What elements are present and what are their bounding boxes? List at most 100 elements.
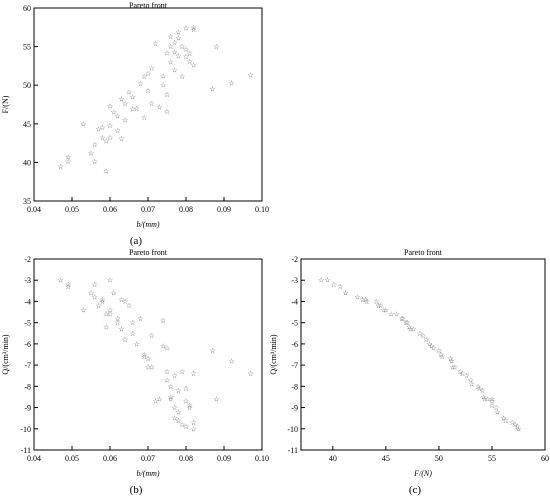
data-point: ☆ [65, 158, 71, 166]
data-point: ☆ [57, 163, 63, 171]
data-point: ☆ [209, 86, 215, 94]
y-tick-label: -9 [291, 404, 298, 413]
data-point: ☆ [459, 370, 465, 378]
data-point: ☆ [122, 100, 128, 108]
data-point: ☆ [160, 82, 166, 90]
data-point: ☆ [469, 381, 475, 389]
data-point: ☆ [363, 296, 369, 304]
data-point: ☆ [141, 353, 147, 361]
data-point: ☆ [149, 65, 155, 73]
y-tick-label: 40 [23, 158, 31, 167]
data-point: ☆ [160, 343, 166, 351]
data-point: ☆ [103, 167, 109, 175]
data-point: ☆ [114, 315, 120, 323]
data-point: ☆ [164, 49, 170, 57]
data-point: ☆ [92, 158, 98, 166]
panel-label-b: (b) [130, 484, 143, 496]
data-point: ☆ [156, 103, 162, 111]
data-point: ☆ [133, 340, 139, 348]
data-point: ☆ [514, 423, 520, 431]
data-point: ☆ [190, 425, 196, 433]
panel-label-c: (c) [409, 484, 422, 496]
x-axis-title-b: b/(mm) [136, 469, 159, 478]
data-point: ☆ [342, 289, 348, 297]
data-point: ☆ [457, 368, 463, 376]
data-point: ☆ [164, 376, 170, 384]
data-point: ☆ [65, 281, 71, 289]
y-tick-label: -4 [291, 297, 298, 306]
data-point: ☆ [179, 73, 185, 81]
data-point: ☆ [228, 79, 234, 87]
data-point: ☆ [168, 393, 174, 401]
data-point: ☆ [118, 326, 124, 334]
y-tick-label: -11 [21, 446, 31, 455]
data-point: ☆ [156, 396, 162, 404]
data-point: ☆ [179, 421, 185, 429]
data-point: ☆ [447, 355, 453, 363]
data-point: ☆ [337, 283, 343, 291]
x-axis-title-c: F/(N) [413, 469, 432, 478]
data-point: ☆ [183, 385, 189, 393]
chart-title-b: Pareto front [129, 248, 168, 257]
data-point: ☆ [171, 372, 177, 380]
y-tick-label: 60 [23, 4, 31, 13]
data-point: ☆ [480, 393, 486, 401]
data-point: ☆ [500, 415, 506, 423]
data-point: ☆ [107, 134, 113, 142]
data-point: ☆ [111, 289, 117, 297]
data-point: ☆ [190, 370, 196, 378]
data-point: ☆ [130, 330, 136, 338]
data-point: ☆ [399, 315, 405, 323]
data-point: ☆ [171, 415, 177, 423]
data-point: ☆ [95, 126, 101, 134]
chart-title-a: Pareto front [129, 1, 168, 10]
y-tick-label: -2 [291, 255, 298, 264]
data-point: ☆ [247, 72, 253, 80]
data-point: ☆ [175, 417, 181, 425]
data-point: ☆ [57, 277, 63, 285]
x-tick-label: 0.04 [27, 454, 41, 463]
x-tick-label: 40 [329, 454, 337, 463]
data-point: ☆ [122, 336, 128, 344]
data-point: ☆ [476, 385, 482, 393]
data-point: ☆ [489, 398, 495, 406]
data-point: ☆ [407, 326, 413, 334]
x-tick-label: 50 [435, 454, 443, 463]
data-point: ☆ [168, 59, 174, 67]
data-point: ☆ [122, 116, 128, 124]
data-point: ☆ [187, 50, 193, 58]
data-point: ☆ [171, 404, 177, 412]
data-point: ☆ [187, 58, 193, 66]
data-point: ☆ [406, 323, 412, 331]
y-tick-label: 45 [23, 120, 31, 129]
y-axis-title-a: F/(N) [1, 95, 10, 113]
data-point: ☆ [403, 319, 409, 327]
data-point: ☆ [65, 153, 71, 161]
data-point: ☆ [228, 357, 234, 365]
data-point: ☆ [107, 311, 113, 319]
data-point: ☆ [114, 113, 120, 121]
data-point: ☆ [160, 72, 166, 80]
x-tick-label: 0.08 [179, 454, 193, 463]
data-point: ☆ [420, 332, 426, 340]
data-point: ☆ [171, 39, 177, 47]
data-point: ☆ [92, 294, 98, 302]
data-point: ☆ [463, 372, 469, 380]
y-tick-label: 50 [23, 81, 31, 90]
data-point: ☆ [393, 311, 399, 319]
y-tick-label: -7 [24, 361, 31, 370]
data-point: ☆ [65, 283, 71, 291]
x-tick-label: 45 [382, 454, 390, 463]
data-point: ☆ [404, 319, 410, 327]
data-point: ☆ [190, 24, 196, 32]
data-point: ☆ [190, 26, 196, 34]
data-point: ☆ [99, 124, 105, 132]
data-point: ☆ [130, 93, 136, 101]
data-point: ☆ [130, 319, 136, 327]
plot-frame-c [300, 258, 546, 451]
data-point: ☆ [137, 315, 143, 323]
data-point: ☆ [114, 127, 120, 135]
data-point: ☆ [164, 345, 170, 353]
y-tick-label: -10 [287, 425, 298, 434]
data-point: ☆ [114, 319, 120, 327]
